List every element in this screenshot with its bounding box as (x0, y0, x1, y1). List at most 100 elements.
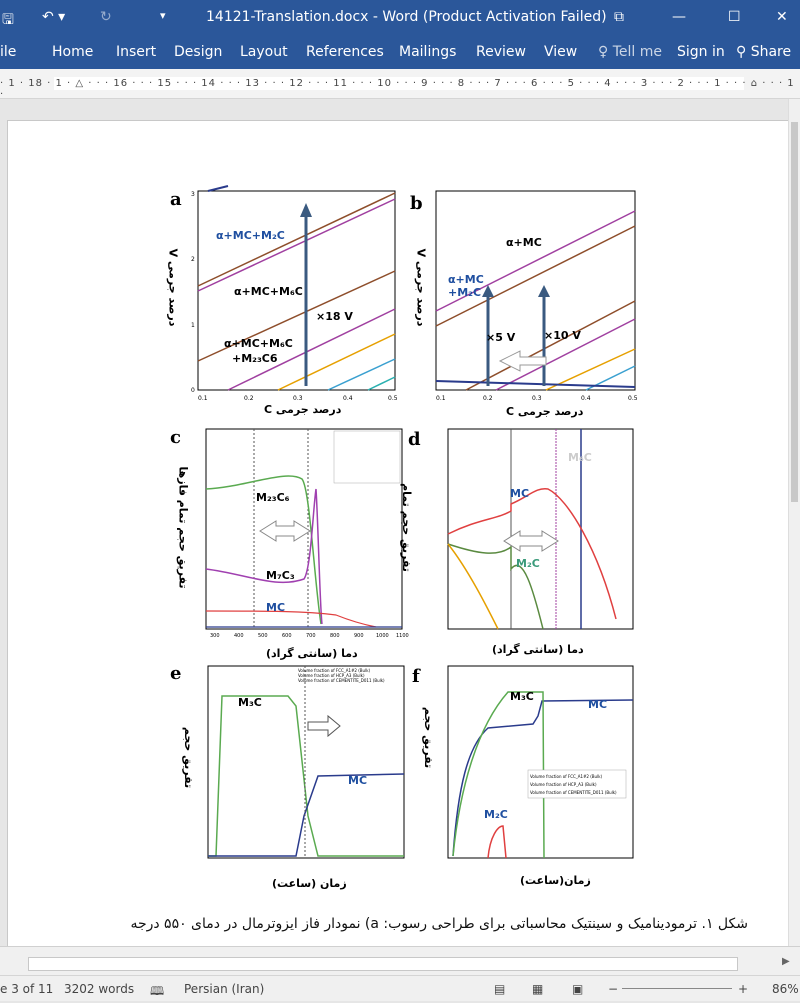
label-d-m2c: M₂C (516, 557, 540, 570)
panel-letter-b: b (410, 193, 423, 214)
person-icon: ⚲ (736, 44, 747, 60)
a-ytick-3: 3 (191, 191, 195, 198)
a-xtick-1: 0.2 (244, 395, 254, 402)
undo-icon[interactable]: ↶ ▾ (42, 9, 66, 25)
horizontal-ruler[interactable]: · 1 · 18 · 1 · △ · · · 16 · · · 15 · · ·… (0, 69, 800, 100)
panel-a: α+MC+M₂C α+MC+M₆C α+MC+M₆C +M₂₃C6 ×18 V … (191, 185, 398, 402)
window-title: 14121-Translation.docx - Word (Product A… (206, 9, 607, 25)
a-ytick-0: 0 (191, 387, 195, 394)
c-xtick-0: 300 (210, 633, 220, 639)
scroll-thumb[interactable] (791, 122, 798, 502)
c-xtick-2: 500 (258, 633, 268, 639)
xlabel-e: زمان (ساعت) (272, 877, 347, 890)
quick-access-icon[interactable]: ▾ (160, 9, 166, 22)
lightbulb-icon: ♀ (598, 44, 609, 60)
tab-view[interactable]: View (544, 44, 578, 60)
panel-letter-d: d (408, 429, 421, 450)
xlabel-a: C درصد جرمی (264, 403, 342, 416)
zoom-slider[interactable] (622, 988, 732, 989)
c-xtick-3: 600 (282, 633, 292, 639)
xlabel-b: C درصد جرمی (506, 405, 584, 418)
panel-letter-f: f (412, 666, 420, 687)
tab-design[interactable]: Design (174, 44, 223, 60)
panel-d: MC M₂C M₆C (447, 428, 634, 630)
tab-home[interactable]: Home (52, 44, 94, 60)
label-d-mc: MC (510, 487, 529, 500)
ylabel-c: تفریق حجم تمام فازها (176, 466, 190, 589)
save-icon[interactable]: 🖫 (2, 12, 14, 28)
label-a-m23c6-b: +M₂₃C6 (232, 352, 278, 365)
label-c-m23c6: M₂₃C₆ (256, 491, 290, 504)
label-a-mc-m6c: α+MC+M₆C (234, 285, 303, 298)
zoom-level[interactable]: 86% (772, 982, 799, 996)
a-xtick-3: 0.4 (343, 395, 353, 402)
xlabel-f: زمان(ساعت) (520, 874, 591, 887)
ribbon-display-icon[interactable]: ⧉ (614, 9, 624, 25)
tab-review[interactable]: Review (476, 44, 526, 60)
c-xtick-1: 400 (234, 633, 244, 639)
tell-me-label: Tell me (612, 44, 662, 60)
word-count[interactable]: 3202 words (64, 982, 135, 996)
c-xtick-5: 800 (330, 633, 340, 639)
vertical-scrollbar[interactable] (788, 99, 800, 946)
web-layout-icon[interactable]: ▣ (572, 982, 584, 996)
label-f-m3c: M₃C (510, 690, 534, 703)
tab-file[interactable]: ile (0, 44, 17, 60)
b-xtick-4: 0.5 (628, 395, 638, 402)
f-legend-2: Volume fraction of CEMENTITE_D011 (Bulk) (530, 790, 617, 795)
ylabel-a: V درصد جرمی (166, 248, 180, 327)
tab-references[interactable]: References (306, 44, 384, 60)
label-a-m23c6-a: α+MC+M₆C (224, 337, 293, 350)
tab-layout[interactable]: Layout (240, 44, 288, 60)
document-page[interactable]: α+MC+M₂C α+MC+M₆C α+MC+M₆C +M₂₃C6 ×18 V … (7, 120, 792, 980)
b-xtick-1: 0.2 (483, 395, 493, 402)
panel-letter-c: c (170, 427, 181, 448)
close-button[interactable]: ✕ (776, 9, 788, 25)
c-xtick-6: 900 (354, 633, 364, 639)
ylabel-e: تفریق حجم (182, 726, 196, 789)
page-count[interactable]: e 3 of 11 (0, 982, 54, 996)
c-xtick-8: 1100 (396, 633, 409, 639)
zoom-in-icon[interactable]: + (738, 982, 749, 996)
figure-graphic: α+MC+M₂C α+MC+M₆C α+MC+M₆C +M₂₃C6 ×18 V … (191, 185, 638, 859)
e-legend-2: Volume fraction of CEMENTITE_D011 (Bulk) (298, 678, 385, 683)
redo-icon[interactable]: ↻ (100, 9, 112, 25)
panel-letter-e: e (170, 663, 182, 684)
print-layout-icon[interactable]: ▦ (532, 982, 544, 996)
zoom-out-icon[interactable]: − (608, 982, 619, 996)
a-xtick-2: 0.3 (293, 395, 303, 402)
maximize-button[interactable]: ☐ (728, 9, 741, 25)
label-f-mc: MC (588, 698, 607, 711)
label-b-mc2: α+MC (448, 273, 484, 286)
horizontal-scrollbar[interactable]: ▶ (0, 946, 800, 975)
label-b-m2c: +M₂C (448, 286, 481, 299)
share-button[interactable]: ⚲ Share (736, 44, 791, 60)
ylabel-b: V درصد جرمی (414, 248, 428, 327)
label-c-m7c3: M₇C₃ (266, 569, 295, 582)
ribbon-tabs: ile Home Insert Design Layout References… (0, 37, 800, 69)
document-area: α+MC+M₂C α+MC+M₆C α+MC+M₆C +M₂₃C6 ×18 V … (0, 99, 792, 980)
c-xtick-7: 1000 (376, 633, 389, 639)
label-e-m3c: M₃C (238, 696, 262, 709)
proofing-icon[interactable]: 🕮 (150, 984, 165, 998)
tab-insert[interactable]: Insert (116, 44, 157, 60)
title-bar: 🖫 ↶ ▾ ↻ ▾ 14121-Translation.docx - Word … (0, 0, 800, 37)
scroll-right-icon[interactable]: ▶ (782, 956, 790, 967)
ylabel-d: تفریق حجم تمام (399, 483, 413, 572)
panel-f: M₃C MC M₂C Volume fraction of FCC_A1#2 (… (447, 665, 634, 859)
minimize-button[interactable]: — (672, 9, 686, 25)
label-e-mc: MC (348, 774, 367, 787)
language-indicator[interactable]: Persian (Iran) (184, 982, 265, 996)
hscroll-track[interactable] (28, 957, 738, 971)
sign-in-link[interactable]: Sign in (677, 44, 725, 60)
read-mode-icon[interactable]: ▤ (494, 982, 506, 996)
figure-caption: شکل ۱. ترمودینامیک و سینتیک محاسباتی برا… (130, 916, 748, 932)
a-xtick-4: 0.5 (388, 395, 398, 402)
share-label: Share (750, 44, 792, 60)
tell-me-box[interactable]: ♀ Tell me (598, 44, 662, 60)
panel-e: M₃C MC Volume fraction of FCC_A1#2 (Bulk… (207, 665, 405, 859)
ylabel-f: تفریق حجم (422, 706, 436, 769)
tab-mailings[interactable]: Mailings (399, 44, 457, 60)
a-ytick-1: 1 (191, 322, 195, 329)
e-legend-1: Volume fraction of HCP_A3 (Bulk) (298, 673, 365, 678)
